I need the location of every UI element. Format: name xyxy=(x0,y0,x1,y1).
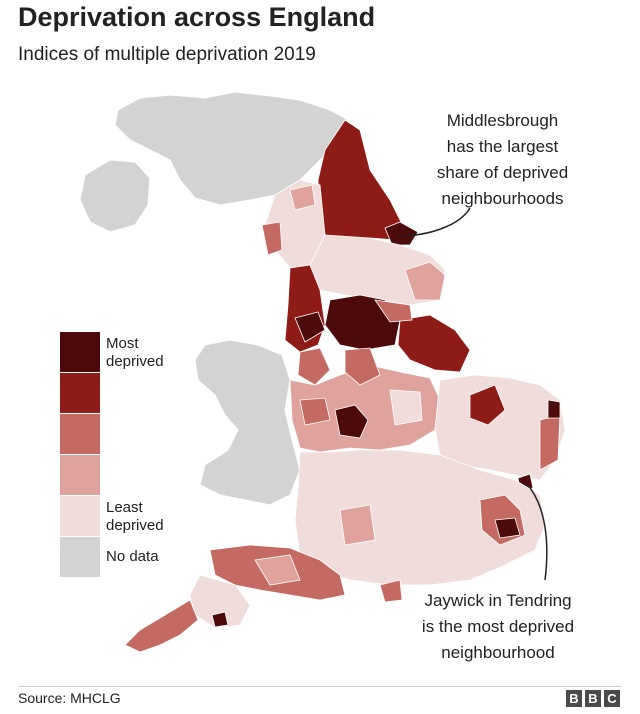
legend-label-most-deprived: Most deprived xyxy=(106,335,164,370)
bbc-logo-letter: B xyxy=(566,690,582,707)
region-north-west xyxy=(284,264,331,386)
bbc-logo: B B C xyxy=(566,690,620,707)
bbc-logo-letter: B xyxy=(585,690,601,707)
legend-swatch-4 xyxy=(60,455,100,495)
england-deprivation-map xyxy=(79,91,566,653)
region-east-of-england xyxy=(434,374,566,491)
legend-swatch-2 xyxy=(60,373,100,413)
middlesbrough-pointer-line xyxy=(397,207,471,237)
annotation-jaywick: Jaywick in Tendring is the most deprived… xyxy=(421,591,575,662)
page-title: Deprivation across England xyxy=(18,2,376,32)
region-scotland xyxy=(114,91,349,206)
region-cumbria xyxy=(261,179,326,269)
footer-divider xyxy=(18,686,622,687)
source-credit: Source: MHCLG xyxy=(18,690,121,706)
legend-swatch-most-deprived xyxy=(60,332,100,372)
jaywick-pointer-line xyxy=(526,483,548,581)
legend-swatch-least-deprived xyxy=(60,496,100,536)
region-northern-ireland xyxy=(79,159,151,233)
annotation-middlesbrough: Middlesbrough has the largest share of d… xyxy=(436,111,569,208)
region-north-east xyxy=(317,119,419,246)
region-wales xyxy=(194,339,301,506)
legend-label-least-deprived: Least deprived xyxy=(106,499,164,534)
bbc-logo-letter: C xyxy=(604,690,620,707)
region-south xyxy=(294,449,546,603)
region-midlands xyxy=(289,347,441,453)
legend-swatch-3 xyxy=(60,414,100,454)
region-south-west xyxy=(124,544,346,653)
region-yorkshire xyxy=(309,234,471,373)
legend-label-no-data: No data xyxy=(106,548,159,565)
page-subtitle: Indices of multiple deprivation 2019 xyxy=(18,44,316,65)
legend-swatch-no-data xyxy=(60,537,100,577)
